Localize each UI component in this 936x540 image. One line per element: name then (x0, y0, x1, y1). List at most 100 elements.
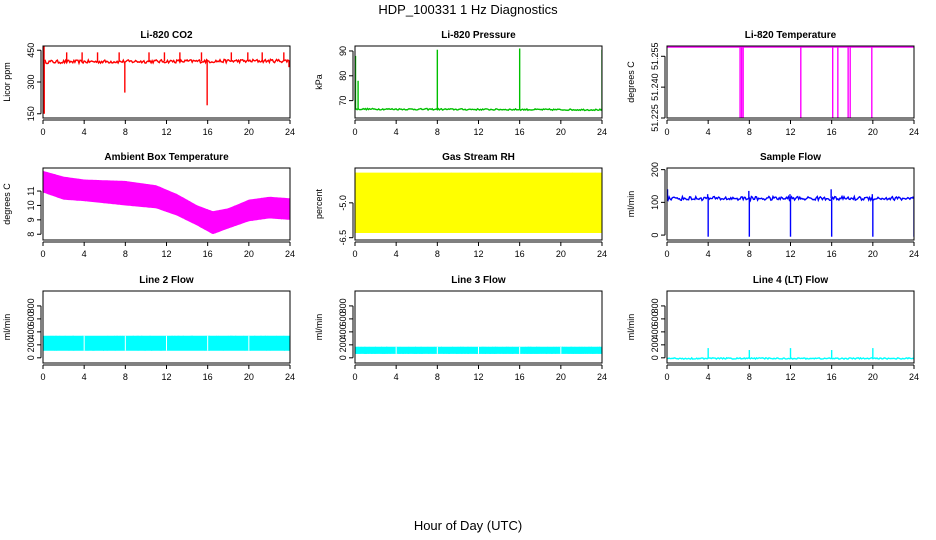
x-tick-label: 24 (285, 372, 295, 382)
y-tick-label: 200 (338, 337, 348, 352)
x-tick-label: 20 (868, 372, 878, 382)
y-axis-label: ml/min (626, 314, 636, 341)
x-tick-label: 24 (909, 249, 919, 259)
panel-title: Li-820 Pressure (441, 30, 516, 41)
panel-title: Line 3 Flow (451, 275, 506, 286)
x-tick-label: 20 (244, 127, 254, 137)
x-tick-label: 0 (40, 127, 45, 137)
x-tick-label: 16 (203, 127, 213, 137)
y-tick-label: 70 (338, 96, 348, 106)
x-tick-label: 8 (123, 372, 128, 382)
y-tick-label: 9 (26, 217, 36, 222)
series (43, 46, 290, 114)
y-tick-label: 11 (26, 186, 36, 195)
x-tick-label: 16 (827, 372, 837, 382)
y-axis-label: degrees C (2, 183, 12, 225)
x-tick-label: 24 (597, 249, 607, 259)
x-tick-label: 16 (827, 127, 837, 137)
x-tick-label: 20 (244, 372, 254, 382)
y-tick-label: 150 (26, 106, 36, 121)
panel-0: Li-820 CO2 Licor ppm 0 4 8 12 16 20 24 150 300 450 (2, 30, 295, 137)
y-axis-label: ml/min (2, 314, 12, 341)
series (43, 335, 290, 351)
panel-5: Sample Flow ml/min 0 4 8 12 16 20 24 0 100 200 (626, 152, 919, 259)
y-tick-label: 450 (26, 43, 36, 58)
plot-box (354, 45, 603, 119)
x-tick-label: 8 (435, 127, 440, 137)
panel-2: Li-820 Temperature degrees C 0 4 8 12 16 20 24 51… (626, 30, 919, 137)
y-axis-label: ml/min (626, 191, 636, 218)
y-tick-label: 600 (338, 311, 348, 326)
y-tick-label: 51.225 (650, 104, 660, 132)
x-tick-label: 12 (785, 127, 795, 137)
y-tick-label: 8 (26, 232, 36, 237)
x-tick-label: 16 (203, 372, 213, 382)
panel-title: Li-820 Temperature (745, 30, 837, 41)
y-tick-label: 80 (338, 71, 348, 81)
y-axis-label: kPa (314, 74, 324, 90)
y-axis-label: degrees C (626, 61, 636, 103)
x-tick-label: 8 (123, 127, 128, 137)
x-tick-label: 4 (82, 127, 87, 137)
y-tick-label: 0 (26, 355, 36, 360)
y-tick-label: 400 (650, 324, 660, 339)
panel-title: Ambient Box Temperature (104, 152, 229, 163)
series (667, 46, 914, 118)
x-axis-label: Hour of Day (UTC) (413, 518, 523, 533)
plot-box (354, 167, 603, 241)
panel-title: Line 2 Flow (139, 275, 194, 286)
plot-box (42, 45, 291, 119)
x-tick-label: 0 (352, 249, 357, 259)
panel-8: Line 4 (LT) Flow ml/min 0 4 8 12 16 20 24 0 200400… (626, 275, 919, 382)
x-tick-label: 12 (785, 372, 795, 382)
y-tick-label: 90 (338, 46, 348, 56)
x-tick-label: 20 (556, 249, 566, 259)
x-tick-label: 24 (285, 249, 295, 259)
plot-box (42, 290, 291, 364)
y-tick-label: 600 (650, 311, 660, 326)
data-line (355, 107, 602, 112)
x-tick-label: 4 (82, 372, 87, 382)
x-tick-label: 8 (747, 372, 752, 382)
data-fill (43, 170, 290, 234)
y-tick-label: 800 (26, 298, 36, 313)
series (355, 346, 602, 354)
panel-title: Sample Flow (760, 152, 821, 163)
y-tick-label: 200 (650, 162, 660, 177)
x-tick-label: 16 (515, 127, 525, 137)
x-tick-label: 0 (352, 372, 357, 382)
y-tick-label: 600 (26, 311, 36, 326)
series (667, 189, 914, 237)
y-tick-label: 0 (650, 233, 660, 238)
x-tick-label: 8 (123, 249, 128, 259)
x-tick-label: 24 (597, 372, 607, 382)
x-tick-label: 0 (352, 127, 357, 137)
data-line (43, 58, 290, 66)
y-tick-label: 51.240 (650, 73, 660, 101)
x-tick-label: 0 (40, 249, 45, 259)
figure-title: HDP_100331 1 Hz Diagnostics (378, 2, 558, 17)
panel-3: Ambient Box Temperature degrees C 0 4 8 12 16 2… (2, 152, 295, 259)
x-tick-label: 12 (161, 127, 171, 137)
x-tick-label: 8 (747, 249, 752, 259)
y-tick-label: 400 (26, 324, 36, 339)
x-tick-label: 12 (785, 249, 795, 259)
y-tick-label: 800 (338, 298, 348, 313)
x-tick-label: 16 (515, 372, 525, 382)
y-axis-label: percent (314, 188, 324, 219)
y-tick-label: 0 (650, 355, 660, 360)
x-tick-label: 12 (473, 372, 483, 382)
series (43, 170, 290, 234)
series (355, 172, 602, 233)
x-tick-label: 8 (747, 127, 752, 137)
y-axis-label: Licor ppm (2, 62, 12, 102)
panel-7: Line 3 Flow ml/min 0 4 8 12 16 20 24 0 20040060080… (314, 275, 607, 382)
x-tick-label: 8 (435, 249, 440, 259)
x-tick-label: 20 (868, 127, 878, 137)
panel-title: Line 4 (LT) Flow (753, 275, 829, 286)
x-tick-label: 20 (868, 249, 878, 259)
x-tick-label: 4 (706, 372, 711, 382)
y-tick-label: 400 (338, 324, 348, 339)
x-tick-label: 16 (827, 249, 837, 259)
